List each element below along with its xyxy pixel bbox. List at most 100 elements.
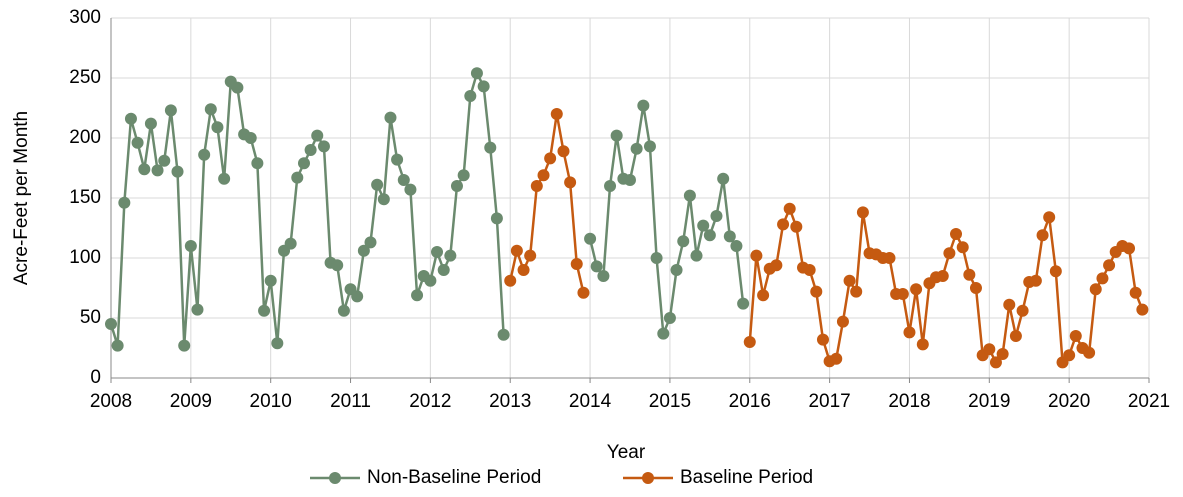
- x-tick-label: 2016: [729, 391, 771, 412]
- data-point: [637, 99, 650, 112]
- data-point: [231, 81, 244, 94]
- data-point: [351, 290, 364, 303]
- data-point: [510, 244, 523, 257]
- data-point: [158, 154, 171, 167]
- y-tick-label: 300: [69, 7, 101, 28]
- data-point: [244, 132, 257, 144]
- legend-marker: [329, 472, 341, 484]
- data-point: [377, 193, 390, 206]
- data-point: [297, 157, 310, 170]
- data-point: [204, 103, 217, 116]
- data-point: [444, 249, 457, 262]
- data-point: [657, 327, 670, 340]
- data-point: [989, 356, 1002, 369]
- data-point: [218, 172, 231, 185]
- data-point: [710, 210, 723, 222]
- data-point: [597, 270, 610, 282]
- data-point: [743, 336, 756, 348]
- data-point: [118, 196, 131, 209]
- data-point: [437, 264, 450, 276]
- x-tick-label: 2008: [90, 391, 132, 412]
- data-point: [717, 172, 730, 185]
- data-point: [1123, 242, 1136, 255]
- y-tick-label: 200: [69, 127, 101, 148]
- data-point: [504, 274, 517, 287]
- x-axis-label: Year: [607, 442, 646, 463]
- data-point: [464, 90, 477, 102]
- data-point: [424, 274, 437, 287]
- data-point: [856, 206, 869, 219]
- data-point: [264, 274, 277, 287]
- data-point: [131, 136, 144, 149]
- data-point: [650, 252, 663, 264]
- y-tick-label: 250: [69, 67, 101, 88]
- data-point: [1089, 283, 1102, 296]
- data-point: [191, 303, 204, 316]
- legend-label: Non-Baseline Period: [367, 467, 541, 488]
- data-point: [311, 129, 324, 142]
- data-point: [697, 219, 710, 232]
- data-point: [124, 112, 137, 125]
- data-point: [457, 169, 470, 182]
- data-point: [530, 180, 543, 192]
- data-point: [1009, 330, 1022, 342]
- x-tick-label: 2009: [170, 391, 212, 412]
- data-point: [544, 152, 557, 165]
- data-point: [251, 157, 264, 170]
- data-point: [584, 232, 597, 245]
- data-point: [836, 315, 849, 328]
- y-tick-label: 150: [69, 187, 101, 208]
- data-point: [816, 333, 829, 346]
- data-point: [371, 178, 384, 191]
- data-point: [677, 235, 690, 248]
- x-tick-label: 2011: [330, 391, 371, 412]
- data-point: [624, 174, 636, 186]
- data-point: [850, 285, 863, 298]
- data-point: [757, 289, 770, 302]
- data-point: [943, 247, 956, 260]
- data-point: [670, 264, 683, 276]
- data-point: [384, 111, 397, 124]
- data-point: [703, 229, 716, 242]
- data-point: [524, 249, 537, 262]
- data-point: [1043, 211, 1056, 224]
- data-point: [803, 264, 816, 276]
- x-tick-label: 2014: [569, 391, 612, 412]
- data-point: [517, 264, 530, 276]
- data-point: [896, 288, 909, 300]
- data-point: [683, 189, 696, 202]
- data-point: [830, 352, 843, 365]
- x-tick-label: 2019: [968, 391, 1010, 412]
- data-point: [1049, 265, 1062, 278]
- data-point: [604, 180, 617, 192]
- data-point: [936, 270, 949, 282]
- data-point: [258, 304, 271, 317]
- data-point: [996, 348, 1009, 360]
- data-point: [550, 108, 563, 120]
- x-tick-label: 2021: [1128, 391, 1170, 412]
- data-point: [497, 328, 510, 341]
- data-point: [916, 338, 929, 351]
- x-tick-label: 2013: [489, 391, 531, 412]
- data-point: [1016, 304, 1029, 317]
- series-line: [109, 69, 745, 346]
- data-point: [1069, 330, 1082, 342]
- data-point: [1036, 229, 1049, 242]
- x-tick-label: 2020: [1048, 391, 1090, 412]
- data-point: [1063, 349, 1076, 362]
- y-axis-label: Acre-Feet per Month: [11, 111, 32, 285]
- data-point: [144, 117, 157, 130]
- data-point: [983, 343, 996, 356]
- data-point: [184, 240, 197, 252]
- data-point: [610, 129, 623, 142]
- data-point: [1003, 298, 1016, 311]
- data-point: [723, 230, 736, 243]
- data-point: [304, 144, 317, 156]
- y-tick-label: 100: [69, 247, 101, 268]
- data-point: [690, 249, 703, 262]
- data-point: [537, 169, 550, 182]
- data-point: [577, 286, 590, 299]
- data-point: [450, 180, 463, 192]
- data-point: [151, 164, 164, 177]
